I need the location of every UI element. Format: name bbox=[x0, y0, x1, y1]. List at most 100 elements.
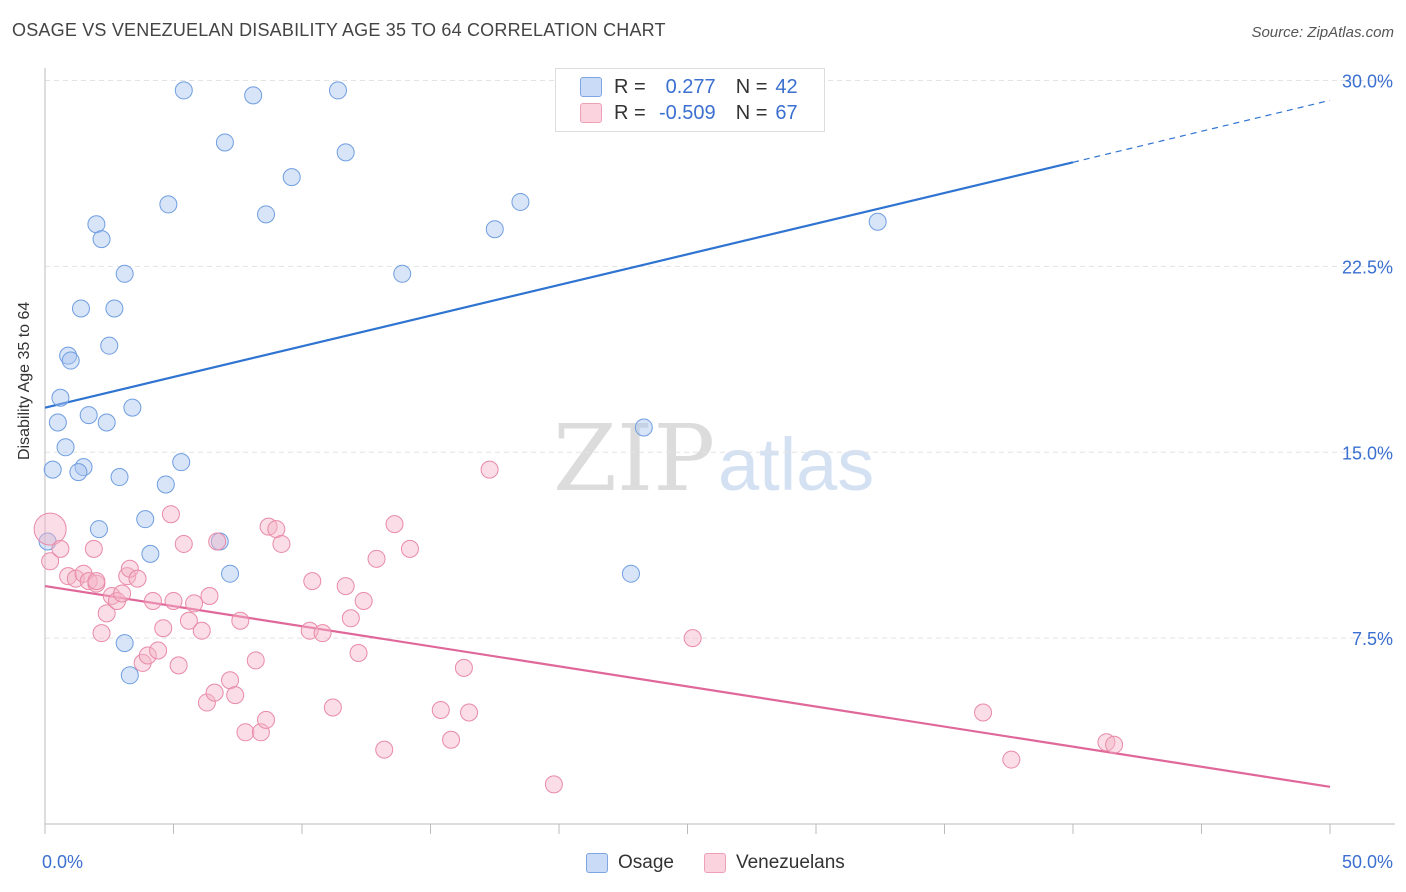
y-tick-label: 7.5% bbox=[1352, 629, 1393, 649]
data-point bbox=[197, 693, 216, 712]
data-point bbox=[192, 621, 211, 640]
series-label-venezuelans: Venezuelans bbox=[735, 852, 845, 873]
data-point bbox=[621, 564, 640, 583]
data-point bbox=[113, 584, 132, 603]
series-legend-venezuelans: Venezuelans bbox=[703, 852, 845, 874]
data-point bbox=[159, 195, 178, 214]
axes bbox=[44, 68, 1395, 834]
chart-title: OSAGE VS VENEZUELAN DISABILITY AGE 35 TO… bbox=[12, 20, 666, 40]
legend-r-value: -0.509 bbox=[658, 101, 716, 124]
data-point bbox=[118, 567, 137, 586]
data-point bbox=[460, 703, 479, 722]
correlation-legend: R = 0.277 N = 42 R = -0.509 N = 67 bbox=[555, 68, 825, 132]
watermark: ZIP atlas bbox=[553, 405, 874, 512]
data-point bbox=[257, 205, 276, 224]
legend-r-label: R = bbox=[614, 75, 646, 98]
legend-n-label: N = bbox=[735, 101, 768, 124]
data-point bbox=[41, 552, 60, 571]
data-point bbox=[215, 133, 234, 152]
data-point bbox=[1105, 735, 1124, 754]
data-point bbox=[272, 534, 291, 553]
data-point bbox=[480, 460, 499, 479]
tick-labels: 7.5% 15.0% 22.5% 30.0% 0.0% 50.0% bbox=[42, 72, 1393, 873]
data-point bbox=[43, 460, 62, 479]
trend-extension-0 bbox=[1072, 99, 1331, 163]
data-point bbox=[226, 686, 245, 705]
data-point bbox=[51, 388, 70, 407]
x-tick-label: 0.0% bbox=[42, 852, 83, 872]
data-point bbox=[128, 569, 147, 588]
data-point bbox=[97, 604, 116, 623]
legend-r-value: 0.277 bbox=[665, 75, 716, 98]
data-point bbox=[375, 740, 394, 759]
data-point bbox=[120, 559, 139, 578]
series-legend: Osage Venezuelans bbox=[586, 852, 875, 874]
legend-n-label: N = bbox=[735, 75, 768, 98]
data-point bbox=[120, 666, 139, 685]
y-tick-label: 30.0% bbox=[1342, 72, 1393, 92]
data-point bbox=[56, 438, 75, 457]
data-point bbox=[143, 591, 162, 610]
watermark-zip: ZIP bbox=[553, 405, 715, 512]
data-point bbox=[1002, 750, 1021, 769]
legend-swatch-osage bbox=[580, 77, 602, 97]
data-point bbox=[100, 336, 119, 355]
data-point bbox=[92, 230, 111, 249]
source-label: Source: ZipAtlas.com bbox=[1251, 24, 1394, 41]
data-point bbox=[367, 549, 386, 568]
legend-row-venezuelans: R = -0.509 N = 67 bbox=[580, 100, 798, 126]
data-point bbox=[59, 346, 78, 365]
data-point bbox=[123, 398, 142, 417]
x-tick-label: 50.0% bbox=[1342, 852, 1393, 872]
data-point bbox=[634, 418, 653, 437]
grid-lines bbox=[45, 80, 1395, 639]
data-point bbox=[385, 515, 404, 534]
legend-n-value: 67 bbox=[775, 101, 798, 124]
data-point bbox=[84, 539, 103, 558]
series-swatch-venezuelans bbox=[703, 853, 726, 873]
data-point bbox=[33, 512, 67, 546]
data-point bbox=[51, 539, 70, 558]
data-point bbox=[336, 143, 355, 162]
data-point bbox=[48, 413, 67, 432]
data-point bbox=[323, 698, 342, 717]
data-point bbox=[136, 510, 155, 529]
y-tick-label: 22.5% bbox=[1342, 257, 1393, 277]
data-point bbox=[442, 730, 461, 749]
data-point bbox=[105, 299, 124, 318]
data-point bbox=[341, 609, 360, 628]
data-point bbox=[115, 634, 134, 653]
data-point bbox=[544, 775, 563, 794]
data-point bbox=[454, 658, 473, 677]
data-point bbox=[244, 86, 263, 105]
y-tick-label: 15.0% bbox=[1342, 443, 1393, 463]
data-point bbox=[71, 299, 90, 318]
data-point bbox=[92, 624, 111, 643]
data-point bbox=[149, 641, 168, 660]
trend-line-0 bbox=[44, 161, 1074, 409]
data-point bbox=[172, 453, 191, 472]
data-point bbox=[236, 723, 255, 742]
data-point bbox=[87, 572, 106, 591]
data-point bbox=[74, 458, 93, 477]
data-point bbox=[257, 710, 276, 729]
data-point bbox=[69, 463, 88, 482]
data-point bbox=[169, 656, 188, 675]
data-point bbox=[868, 212, 887, 231]
data-point bbox=[354, 591, 373, 610]
data-point bbox=[485, 220, 504, 239]
data-point bbox=[282, 168, 301, 187]
data-point bbox=[161, 505, 180, 524]
data-points bbox=[33, 81, 1124, 794]
data-point bbox=[974, 703, 993, 722]
data-point bbox=[138, 646, 157, 665]
data-point bbox=[174, 81, 193, 100]
legend-r-label: R = bbox=[614, 101, 646, 124]
series-legend-osage: Osage bbox=[586, 852, 674, 874]
data-point bbox=[110, 468, 129, 487]
watermark-atlas: atlas bbox=[718, 423, 874, 506]
data-point bbox=[231, 611, 250, 630]
data-point bbox=[89, 520, 108, 539]
data-point bbox=[156, 475, 175, 494]
